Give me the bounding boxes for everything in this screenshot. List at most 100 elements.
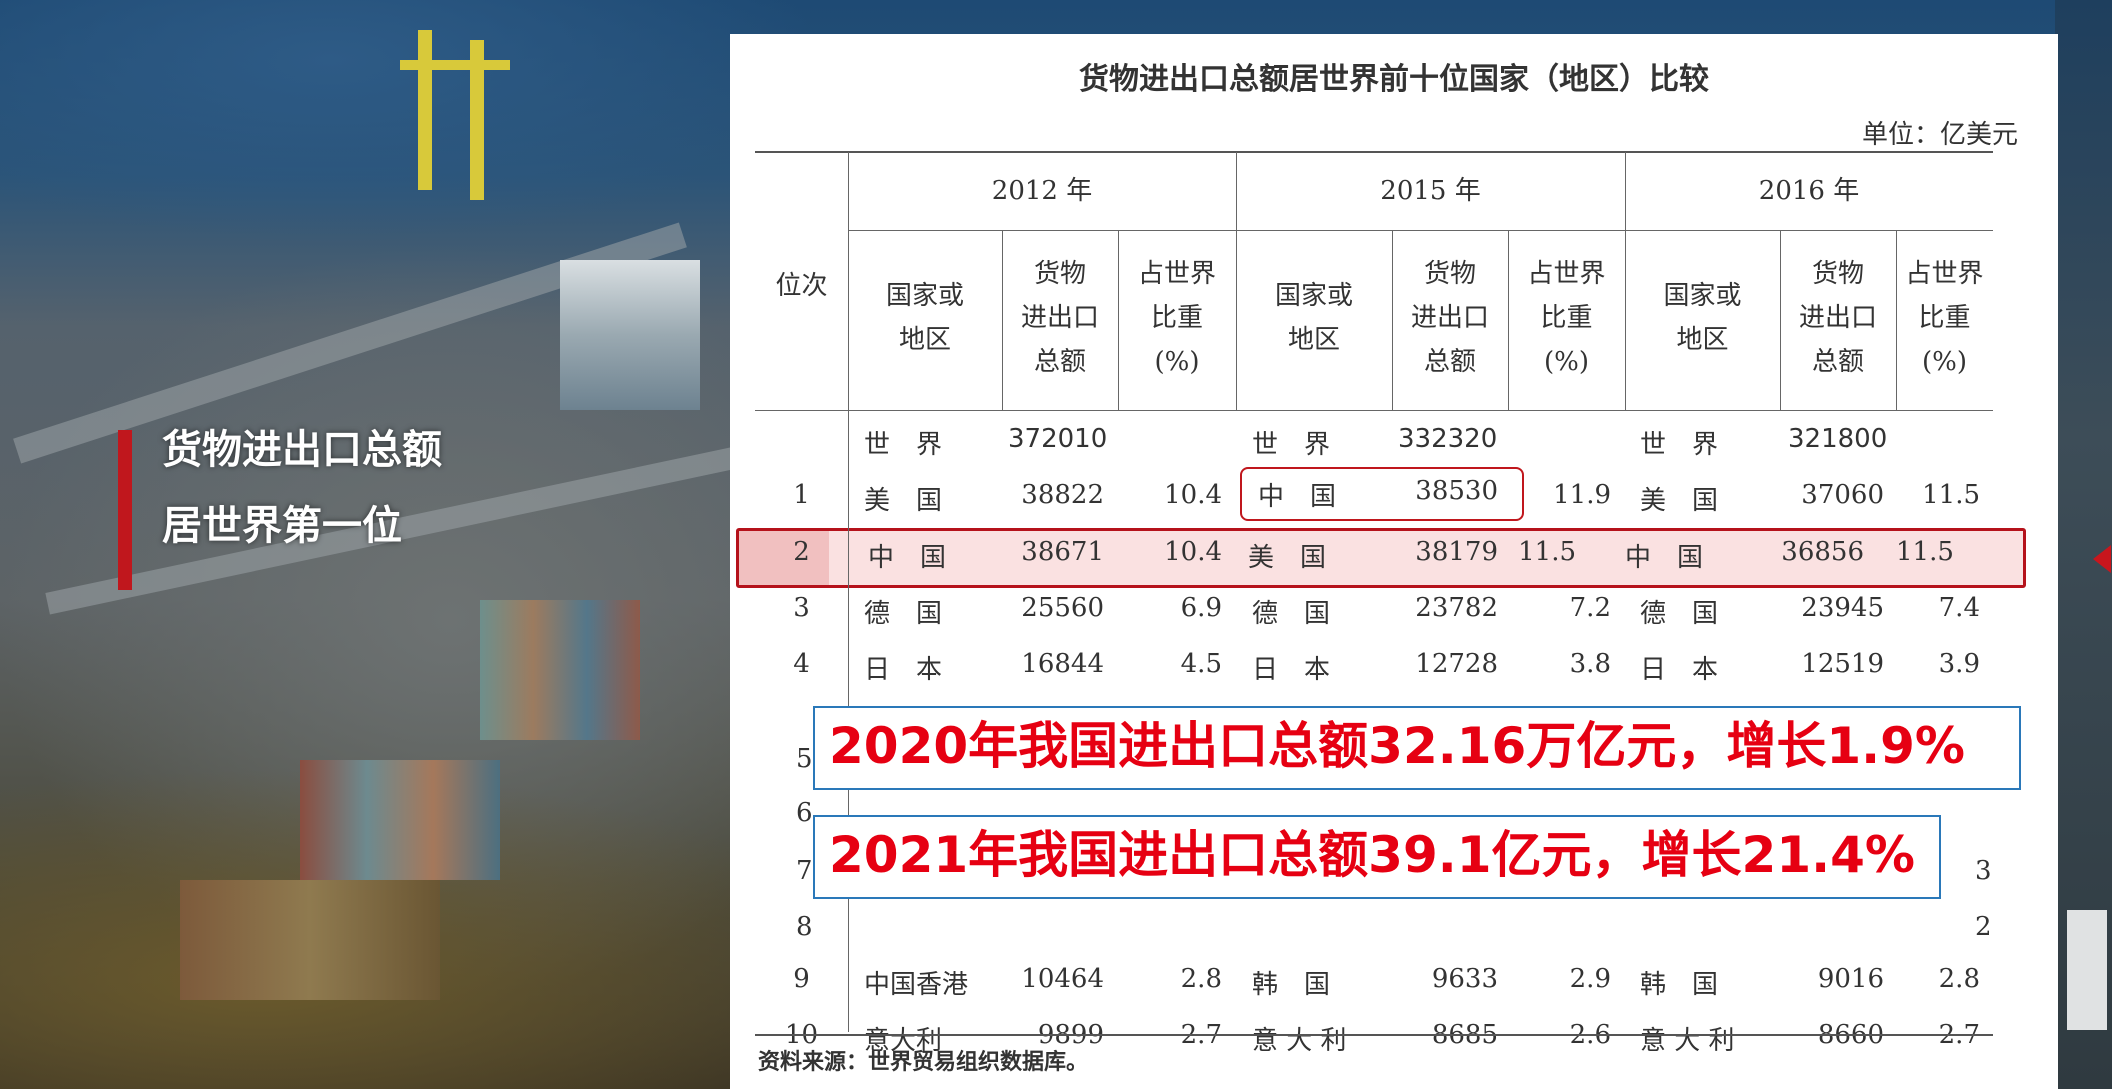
source-note: 资料来源：世界贸易组织数据库。 <box>758 1049 1089 1075</box>
world-label-2012: 世 界 <box>864 430 943 460</box>
crane-shape <box>418 30 432 190</box>
table-divider <box>1625 152 1626 410</box>
header-country: 国家或 地区 <box>885 281 964 355</box>
crane-shape <box>400 60 510 70</box>
rank-cell: 5 <box>796 744 813 774</box>
caption-text: 货物进出口总额 居世界第一位 <box>162 412 442 564</box>
page-title: 货物进出口总额居世界前十位国家（地区）比较 <box>1079 62 1709 97</box>
share-cell: 2 <box>1975 912 1992 942</box>
country-cell: 意大利 <box>864 1026 943 1056</box>
highlight-box-china-2015 <box>1240 467 1524 521</box>
share-cell: 4.5 <box>1180 649 1222 679</box>
share-cell: 10.4 <box>1164 480 1222 510</box>
value-cell: 38530 <box>1415 476 1498 506</box>
table-divider <box>848 230 1993 231</box>
arrow-left-icon <box>2093 545 2111 573</box>
country-cell: 美 国 <box>864 486 943 516</box>
rank-cell: 4 <box>793 649 810 679</box>
world-label-2016: 世 界 <box>1640 430 1719 460</box>
country-cell: 德 国 <box>1252 599 1331 629</box>
highlight-row-rank-2 <box>736 528 2026 588</box>
banner-2021: 2021年我国进出口总额39.1亿元，增长21.4% <box>813 815 1941 899</box>
rank-cell: 1 <box>793 480 810 510</box>
table-top-rule <box>755 151 1993 153</box>
share-cell: 11.9 <box>1553 480 1611 510</box>
header-year-2015: 2015 年 <box>1380 176 1481 206</box>
share-cell: 3.9 <box>1938 649 1980 679</box>
share-cell: 11.5 <box>1896 537 1954 567</box>
container-stack <box>180 880 440 1000</box>
world-value-2015: 332320 <box>1398 424 1498 454</box>
header-country: 国家或 地区 <box>1663 281 1742 355</box>
value-cell: 16844 <box>1021 649 1104 679</box>
partial-glyph-shape <box>2067 910 2107 1030</box>
country-cell: 日 本 <box>1252 655 1331 685</box>
table-divider <box>848 152 849 1032</box>
header-country: 国家或 地区 <box>1274 281 1353 355</box>
value-cell: 10464 <box>1021 964 1104 994</box>
crane-shape <box>470 40 484 200</box>
rank-cell: 3 <box>793 593 810 623</box>
document-panel: 货物进出口总额居世界前十位国家（地区）比较 单位：亿美元 位次 2012 年 2… <box>730 34 2058 1089</box>
right-edge-strip <box>2055 0 2112 1089</box>
value-cell: 38179 <box>1415 537 1498 567</box>
world-value-2016: 321800 <box>1788 424 1888 454</box>
value-cell: 23782 <box>1415 593 1498 623</box>
country-cell: 意 大 利 <box>1252 1026 1347 1056</box>
header-year-2012: 2012 年 <box>991 176 1093 206</box>
country-cell: 意 大 利 <box>1640 1026 1735 1056</box>
value-cell: 36856 <box>1781 537 1864 567</box>
header-year-2016: 2016 年 <box>1758 176 1860 206</box>
caption-accent-bar <box>118 430 132 590</box>
header-share: 占世界 比重 (%) <box>1905 259 1984 377</box>
header-share: 占世界 比重 (%) <box>1527 259 1606 377</box>
share-cell: 6.9 <box>1180 593 1222 623</box>
share-cell: 7.4 <box>1938 593 1980 623</box>
share-cell: 3.8 <box>1569 649 1611 679</box>
header-rank: 位次 <box>775 271 828 301</box>
value-cell: 38671 <box>1021 537 1104 567</box>
value-cell: 38822 <box>1021 480 1104 510</box>
country-cell: 韩 国 <box>1252 970 1331 1000</box>
value-cell: 23945 <box>1801 593 1884 623</box>
header-total: 货物 进出口 总额 <box>1798 259 1877 377</box>
share-cell: 2.8 <box>1180 964 1222 994</box>
country-cell: 美 国 <box>1640 486 1719 516</box>
country-cell: 中国香港 <box>864 970 969 1000</box>
container-stack <box>480 600 640 740</box>
container-stack <box>300 760 500 880</box>
rank-cell: 9 <box>793 964 810 994</box>
share-cell: 10.4 <box>1164 537 1222 567</box>
world-label-2015: 世 界 <box>1252 430 1331 460</box>
header-total: 货物 进出口 总额 <box>1020 259 1099 377</box>
table-divider <box>1508 230 1509 410</box>
country-cell: 韩 国 <box>1640 970 1719 1000</box>
table-divider <box>755 410 1993 411</box>
table-divider <box>1002 230 1003 410</box>
table-bottom-rule <box>755 1034 1993 1036</box>
header-share: 占世界 比重 (%) <box>1137 259 1216 377</box>
header-total: 货物 进出口 总额 <box>1410 259 1489 377</box>
share-cell: 7.2 <box>1569 593 1611 623</box>
country-cell: 德 国 <box>1640 599 1719 629</box>
table-divider <box>1896 230 1897 410</box>
rank-cell: 2 <box>793 537 810 567</box>
rank-cell: 8 <box>796 912 813 942</box>
banner-2020: 2020年我国进出口总额32.16万亿元，增长1.9% <box>813 706 2021 790</box>
caption-line-2: 居世界第一位 <box>162 503 402 549</box>
unit-label: 单位：亿美元 <box>1861 120 2018 150</box>
share-cell: 3 <box>1975 856 1992 886</box>
container-stack <box>560 260 700 410</box>
country-cell: 中 国 <box>1258 482 1337 512</box>
country-cell: 中 国 <box>868 543 947 573</box>
world-value-2012: 372010 <box>1008 424 1108 454</box>
country-cell: 日 本 <box>1640 655 1719 685</box>
country-cell: 美 国 <box>1248 543 1327 573</box>
value-cell: 25560 <box>1021 593 1104 623</box>
table-divider <box>1236 152 1237 410</box>
caption-line-1: 货物进出口总额 <box>162 427 442 473</box>
value-cell: 37060 <box>1801 480 1884 510</box>
share-cell: 11.5 <box>1518 537 1576 567</box>
table-divider <box>1118 230 1119 410</box>
country-cell: 日 本 <box>864 655 943 685</box>
